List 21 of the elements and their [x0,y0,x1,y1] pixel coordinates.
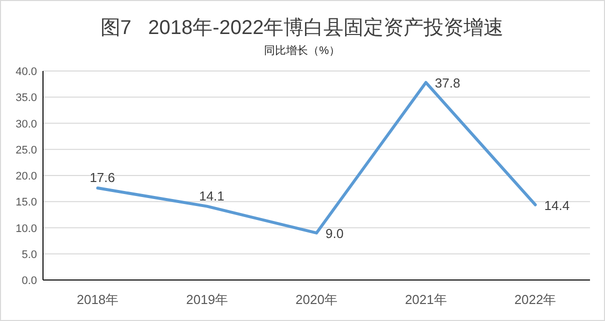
data-label: 14.1 [199,188,224,204]
y-tick-label: 20.0 [16,170,37,182]
y-tick-label: 5.0 [22,248,37,261]
y-tick-label: 10.0 [16,222,37,235]
y-tick-label: 35.0 [16,92,37,104]
x-tick-label: 2020年 [296,292,338,307]
data-label: 14.4 [544,198,570,213]
x-tick-label: 2019年 [186,292,228,307]
chart-subtitle: 同比增长（%） [264,44,340,57]
y-tick-label: 30.0 [16,118,37,130]
y-tick-label: 15.0 [16,196,37,209]
y-tick-label: 0.0 [22,275,37,287]
x-tick-label: 2022年 [514,292,556,307]
y-tick-label: 25.0 [16,144,37,156]
data-label: 37.8 [434,75,460,90]
data-label: 9.0 [326,226,344,241]
x-tick-label: 2021年 [404,292,447,307]
y-tick-label: 40.0 [16,66,37,78]
data-label: 17.6 [90,170,116,186]
x-tick-label: 2018年 [76,292,119,307]
chart-title: 图7 2018年-2022年博白县固定资产投资增速 [100,17,504,39]
